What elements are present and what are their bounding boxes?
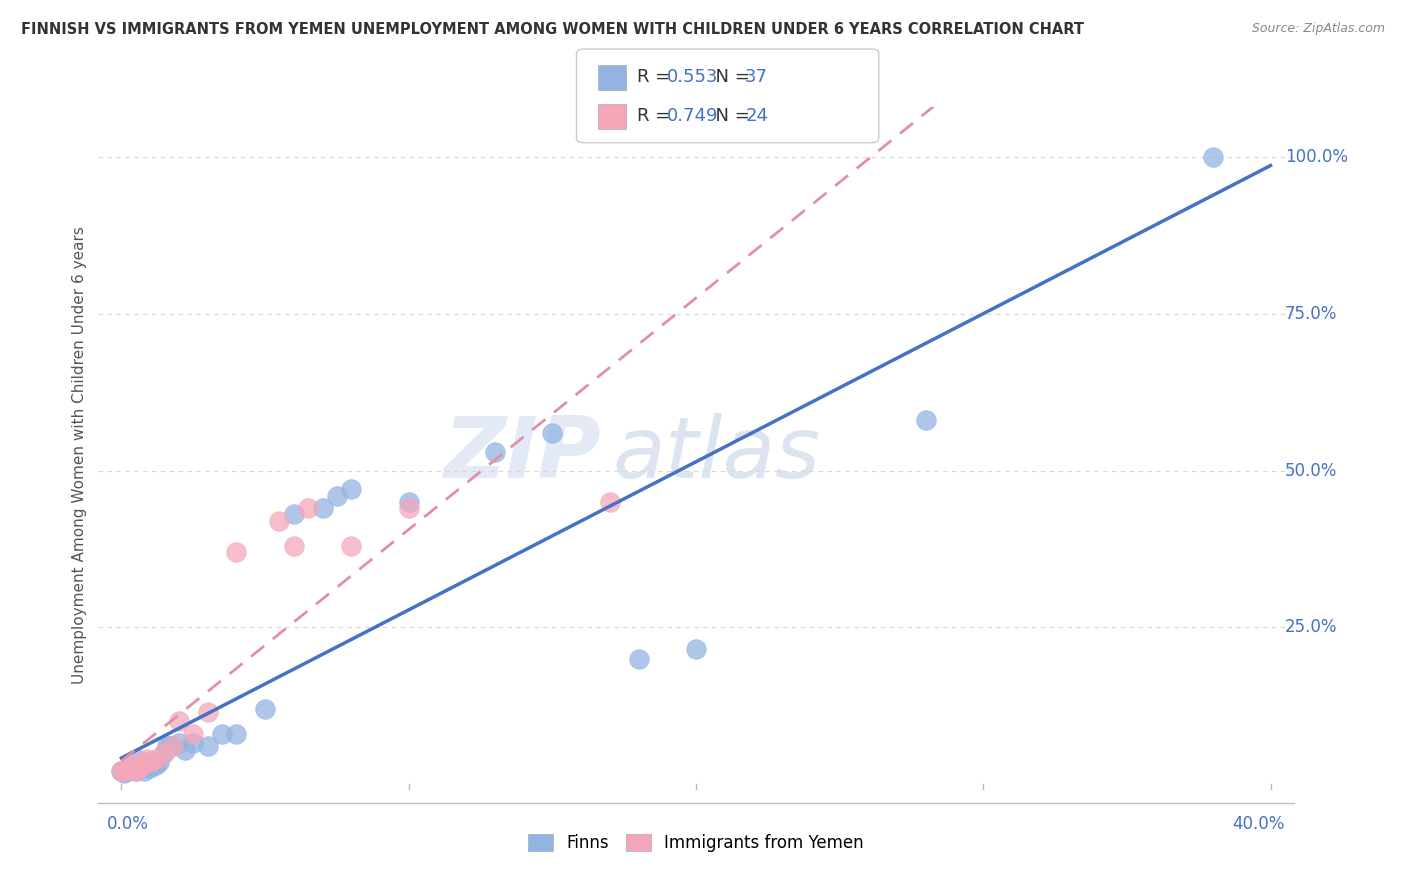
- Text: R =: R =: [637, 107, 676, 125]
- Text: ZIP: ZIP: [443, 413, 600, 497]
- Y-axis label: Unemployment Among Women with Children Under 6 years: Unemployment Among Women with Children U…: [72, 226, 87, 684]
- Point: [254, 702, 277, 716]
- Point: [118, 763, 141, 777]
- Point: [153, 746, 176, 760]
- Point: [118, 761, 141, 775]
- Point: [125, 764, 148, 779]
- Point: [148, 755, 170, 769]
- Point: [122, 758, 145, 772]
- Point: [128, 761, 150, 775]
- Text: Source: ZipAtlas.com: Source: ZipAtlas.com: [1251, 22, 1385, 36]
- Text: 37: 37: [745, 69, 768, 87]
- Point: [162, 739, 184, 754]
- Text: R =: R =: [637, 69, 676, 87]
- Point: [159, 739, 181, 754]
- Point: [125, 752, 148, 766]
- Point: [115, 761, 138, 775]
- Point: [162, 739, 184, 754]
- Text: 0.749: 0.749: [666, 107, 718, 125]
- Text: 100.0%: 100.0%: [1285, 148, 1348, 166]
- Point: [167, 736, 190, 750]
- Point: [139, 758, 162, 772]
- Point: [112, 765, 135, 780]
- Text: FINNISH VS IMMIGRANTS FROM YEMEN UNEMPLOYMENT AMONG WOMEN WITH CHILDREN UNDER 6 : FINNISH VS IMMIGRANTS FROM YEMEN UNEMPLO…: [21, 22, 1084, 37]
- Point: [136, 752, 159, 766]
- Point: [326, 489, 349, 503]
- Point: [181, 736, 204, 750]
- Point: [125, 764, 148, 779]
- Point: [225, 727, 247, 741]
- Point: [914, 413, 936, 427]
- Point: [398, 495, 420, 509]
- Point: [131, 758, 153, 772]
- Point: [181, 727, 204, 741]
- Point: [131, 761, 153, 775]
- Point: [484, 444, 506, 458]
- Text: 50.0%: 50.0%: [1285, 461, 1337, 480]
- Point: [112, 764, 135, 779]
- Point: [398, 501, 420, 516]
- Point: [122, 761, 145, 775]
- Point: [541, 425, 564, 440]
- Point: [167, 714, 190, 729]
- Point: [139, 761, 162, 775]
- Point: [156, 739, 179, 754]
- Text: 40.0%: 40.0%: [1233, 815, 1285, 833]
- Point: [269, 514, 291, 528]
- Point: [110, 764, 132, 779]
- Text: 0.553: 0.553: [666, 69, 718, 87]
- Text: N =: N =: [704, 69, 756, 87]
- Text: 75.0%: 75.0%: [1285, 305, 1337, 323]
- Point: [142, 758, 165, 772]
- Point: [283, 508, 305, 522]
- Point: [173, 742, 195, 756]
- Text: 25.0%: 25.0%: [1285, 618, 1337, 636]
- Point: [197, 705, 219, 719]
- Point: [311, 501, 333, 516]
- Point: [197, 739, 219, 754]
- Point: [211, 727, 233, 741]
- Text: 24: 24: [745, 107, 768, 125]
- Point: [115, 764, 138, 779]
- Point: [297, 501, 319, 516]
- Point: [145, 758, 167, 772]
- Text: 0.0%: 0.0%: [107, 815, 149, 833]
- Point: [139, 755, 162, 769]
- Point: [134, 764, 156, 779]
- Point: [627, 651, 650, 665]
- Point: [153, 746, 176, 760]
- Point: [136, 758, 159, 772]
- Point: [599, 495, 621, 509]
- Point: [283, 539, 305, 553]
- Point: [340, 483, 363, 497]
- Point: [1202, 150, 1225, 164]
- Point: [340, 539, 363, 553]
- Point: [685, 642, 707, 657]
- Text: atlas: atlas: [613, 413, 820, 497]
- Point: [145, 752, 167, 766]
- Legend: Finns, Immigrants from Yemen: Finns, Immigrants from Yemen: [520, 826, 872, 861]
- Point: [134, 755, 156, 769]
- Point: [225, 545, 247, 559]
- Point: [110, 764, 132, 779]
- Text: N =: N =: [704, 107, 756, 125]
